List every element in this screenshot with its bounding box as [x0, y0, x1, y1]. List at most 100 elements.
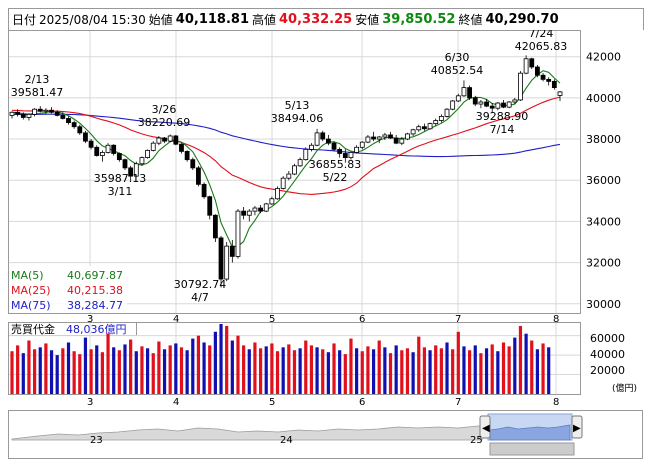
volume-bar [484, 348, 489, 394]
annotation-value: 38494.06 [271, 112, 324, 125]
candle-up [303, 148, 309, 161]
candle-down [88, 140, 94, 148]
candle-up [354, 146, 360, 153]
candle-up [99, 152, 105, 156]
low-value: 39,850.52 [382, 12, 456, 27]
candle-down [20, 113, 26, 118]
candle-down [241, 210, 247, 216]
candle-down [128, 167, 134, 177]
price-tick-label: 40000 [586, 92, 621, 105]
volume-bar [473, 345, 477, 394]
annotation-value: 35987.13 [94, 172, 147, 185]
volume-bar [32, 349, 37, 394]
navigator-label-25: 25 [470, 435, 483, 446]
navigator-scrollbar[interactable] [489, 442, 575, 456]
candle-down [320, 132, 326, 140]
volume-bar [366, 346, 370, 394]
volume-bars [10, 324, 551, 394]
ma25-value: 40,215.38 [67, 284, 123, 297]
candle-down [60, 114, 66, 119]
annotation-date: 3/26 [152, 103, 177, 116]
price-x-tick-label: 4 [173, 314, 179, 325]
quote-header: 日付 2025/08/04 15:30 始値 40,118.81 高値 40,3… [8, 8, 644, 30]
navigator-left-handle[interactable]: ◀ [479, 415, 491, 439]
candle-down [325, 138, 331, 144]
volume-bar [451, 349, 455, 394]
price-tick-label: 34000 [586, 215, 621, 228]
candle-up [518, 72, 523, 101]
candle-up [438, 116, 444, 121]
volume-bar [315, 347, 319, 394]
chevron-left-icon: ◀ [482, 423, 490, 434]
volume-x-tick-label: 5 [269, 397, 275, 408]
annotation-date: 3/11 [108, 185, 133, 198]
navigator-history-area [11, 425, 483, 441]
volume-bar [417, 336, 421, 394]
candle-up [167, 135, 173, 142]
volume-bar [479, 353, 483, 394]
volume-bar [95, 345, 99, 394]
candle-down [393, 137, 399, 144]
volume-bar [428, 350, 432, 394]
volume-bar [168, 345, 172, 394]
candle-down [371, 136, 376, 140]
candle-down [337, 148, 343, 154]
candle-down [489, 105, 495, 109]
navigator-right-handle[interactable]: ▶ [571, 415, 583, 439]
candle-down [15, 111, 21, 115]
moving-average-lines [11, 70, 561, 248]
annotation-value: 38220.69 [138, 116, 191, 129]
volume-bar [208, 345, 212, 394]
annotation-7-14: 39288.907/14 [476, 110, 529, 136]
navigator-label-23: 23 [90, 435, 103, 446]
candle-down [258, 207, 263, 212]
volume-bar [179, 347, 184, 394]
annotation-value: 39581.47 [11, 86, 64, 99]
ma5-label: MA(5) [11, 269, 44, 282]
candle-down [49, 109, 54, 113]
candle-up [314, 132, 320, 146]
volume-bar [535, 349, 540, 394]
volume-bar [383, 347, 387, 394]
volume-bar [343, 354, 347, 394]
volume-bar [106, 333, 110, 394]
volume-bar [230, 340, 234, 394]
candle-up [133, 163, 139, 177]
volume-bar [270, 343, 274, 394]
volume-title: 売買代金 [11, 322, 55, 336]
candle-up [252, 207, 258, 212]
candle-up [275, 188, 280, 200]
ma5-value: 40,697.87 [67, 269, 123, 282]
candle-down [342, 153, 348, 158]
volume-bar [112, 347, 116, 394]
volume-bar [196, 335, 201, 394]
candle-up [557, 91, 563, 96]
high-value: 40,332.25 [279, 12, 353, 27]
annotation-date: 4/7 [191, 291, 209, 304]
volume-bar [445, 342, 449, 394]
price-tick-label: 42000 [586, 51, 621, 64]
navigator-label-24: 24 [280, 435, 293, 446]
volume-bar [89, 349, 93, 394]
candle-down [94, 146, 100, 156]
volume-bar [360, 351, 364, 394]
volume-bar [405, 348, 410, 394]
volume-unit: (億円) [612, 382, 637, 394]
candle-up [269, 198, 275, 205]
close-value: 40,290.70 [485, 12, 559, 27]
open-label: 始値 [148, 13, 173, 27]
volume-bar [123, 344, 127, 394]
candle-up [280, 177, 286, 189]
candle-up [224, 245, 230, 280]
volume-bar [38, 347, 42, 394]
annotation-date: 5/22 [323, 171, 348, 184]
volume-bar [332, 343, 336, 394]
candle-down [501, 102, 506, 108]
candle-up [382, 134, 388, 138]
candle-up [292, 165, 297, 175]
volume-bar [439, 348, 443, 394]
volume-bar [174, 343, 178, 394]
